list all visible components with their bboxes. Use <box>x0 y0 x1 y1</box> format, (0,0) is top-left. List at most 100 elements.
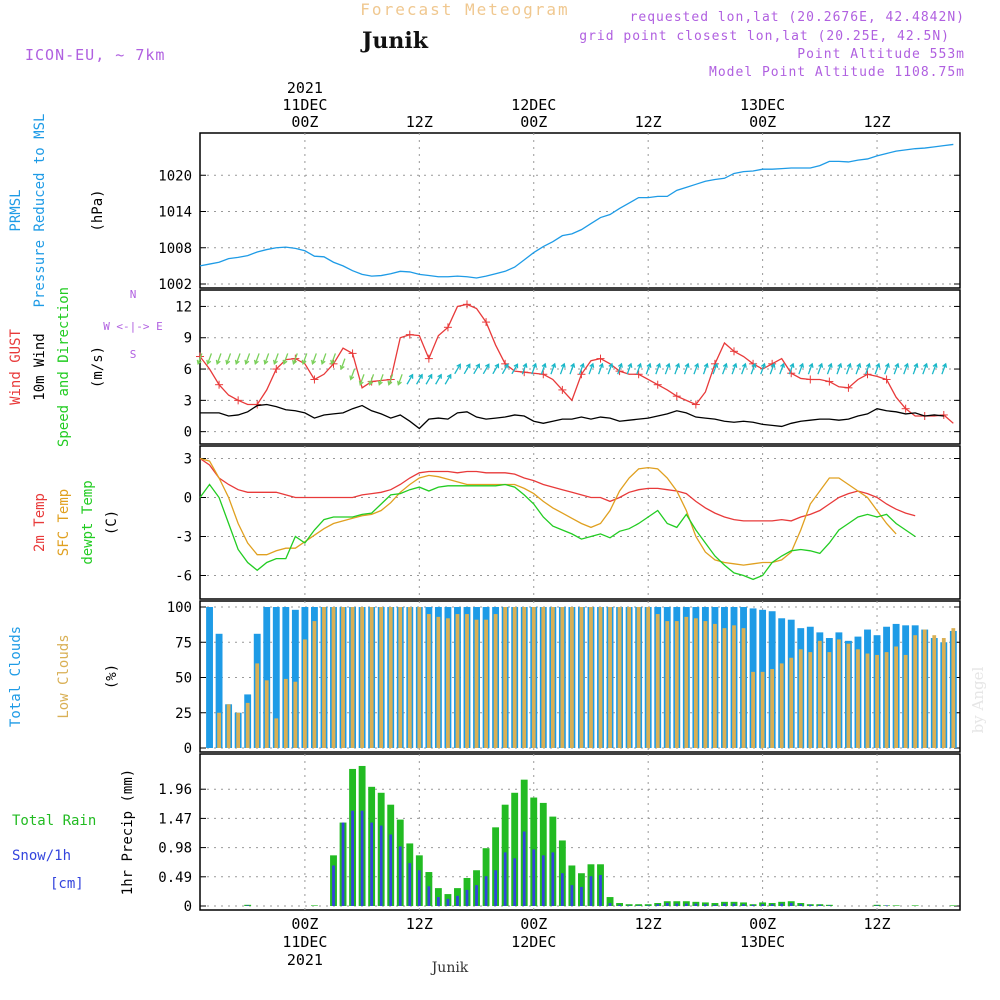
wind-arrow <box>798 362 805 375</box>
credit-watermark: by Angel <box>969 666 987 733</box>
gust-marker <box>405 330 414 339</box>
gust-marker <box>844 383 853 392</box>
clouds-bar-low-clouds <box>646 607 651 748</box>
wind-arrow <box>903 362 909 375</box>
clouds-bar-low-clouds <box>331 607 336 748</box>
wind-arrow <box>931 362 938 375</box>
precip-bar-snow-1h <box>713 904 717 906</box>
precip-bar-snow-1h <box>637 905 641 906</box>
wind-arrow <box>845 362 852 375</box>
clouds-bar-low-clouds <box>274 718 279 748</box>
clouds-panel: 0 25 50 75 100 Total Clouds Low Clouds (%) <box>8 600 961 757</box>
wind-arrow-shaft <box>865 363 870 375</box>
wind-arrow <box>788 362 795 375</box>
wind-arrow-head <box>923 362 929 368</box>
precip-bar-snow-1h <box>618 904 621 906</box>
clouds-ytick-label: 100 <box>167 600 192 616</box>
wind-arrow-head <box>675 362 681 368</box>
wind-arrow <box>521 362 528 375</box>
wind-arrow <box>607 362 614 375</box>
wind-arrow-shaft <box>350 368 356 380</box>
wind-arrow <box>396 374 403 386</box>
gust-marker <box>215 380 224 389</box>
wind-arrow-shaft <box>769 363 775 375</box>
wind-arrow-head <box>608 362 614 368</box>
precip-ytick-label: 1.47 <box>158 811 192 827</box>
precip-bar-snow-1h <box>694 903 698 906</box>
precip-bar-snow-1h <box>780 903 784 906</box>
time-label-top: 00Z <box>749 113 776 131</box>
pressure-series-prmsl <box>199 143 954 279</box>
clouds-bar-low-clouds <box>312 621 317 748</box>
precip-bar-snow-1h <box>437 897 440 906</box>
precip-bar-snow-1h <box>789 903 793 906</box>
wind-arrow <box>463 363 471 375</box>
wind-arrow-shaft <box>559 363 565 375</box>
wind-arrow <box>330 353 336 365</box>
wind-arrow <box>674 362 681 375</box>
wind-arrow <box>655 362 662 375</box>
clouds-bar-low-clouds <box>875 654 879 748</box>
wind-arrow <box>368 374 375 386</box>
wind-arrow-shaft <box>369 374 375 385</box>
precip-bar-total-rain <box>949 905 957 906</box>
wind-arrow-shaft <box>607 363 613 375</box>
wind-arrow-shaft <box>664 363 670 375</box>
wind-arrow-shaft <box>598 363 603 375</box>
precip-bar-snow-1h <box>589 876 593 906</box>
wind-ylabel: Wind GUST <box>8 329 24 405</box>
wind-arrow <box>636 362 642 375</box>
precip-bar-total-rain <box>644 904 652 906</box>
wind-arrow-shaft <box>473 363 480 375</box>
precip-bar-snow-1h <box>684 903 688 906</box>
precip-bar-snow-1h <box>446 898 450 906</box>
wind-arrow <box>406 373 414 385</box>
wind-arrow <box>826 362 833 375</box>
wind-arrow-shaft <box>636 363 642 375</box>
wind-arrow-head <box>456 363 461 369</box>
temperature-frame <box>199 445 961 600</box>
clouds-bar-low-clouds <box>293 681 298 748</box>
wind-arrow-shaft <box>463 363 471 375</box>
wind-arrow-head <box>856 362 862 368</box>
clouds-bar-low-clouds <box>808 652 813 748</box>
clouds-bar-low-clouds <box>693 618 698 748</box>
clouds-bar-low-clouds <box>741 628 746 748</box>
wind-arrow <box>807 362 814 375</box>
wind-arrow-head <box>494 363 500 369</box>
gust-marker <box>443 323 452 332</box>
precip-bar-total-rain <box>635 904 643 906</box>
wind-arrow <box>225 353 232 365</box>
gust-marker <box>710 359 719 368</box>
precip-bar-total-rain <box>625 904 633 906</box>
clouds-bar-low-clouds <box>913 635 918 748</box>
wind-arrow-shaft <box>569 363 575 375</box>
clouds-bar-low-clouds <box>722 628 727 748</box>
wind-arrow-shaft <box>254 353 260 364</box>
gust-marker <box>634 370 643 379</box>
time-label-bottom: 12Z <box>406 915 433 933</box>
wind-arrow-shaft <box>331 353 336 364</box>
wind-panel: 0 3 6 9 12 Wind GUST 10m Wind Speed and Directi… <box>8 287 961 447</box>
wind-arrow-head <box>560 362 566 368</box>
gust-marker <box>272 365 281 374</box>
wind-ytick-label: 3 <box>184 393 192 409</box>
wind-arrow-shaft <box>655 363 661 375</box>
wind-arrow-head <box>884 362 890 368</box>
clouds-bar-low-clouds <box>226 704 231 748</box>
wind-arrow-shaft <box>741 363 747 375</box>
gust-marker <box>482 318 491 327</box>
wind-arrow-shaft <box>340 358 346 370</box>
wind-arrow-shaft <box>197 353 203 364</box>
wind-arrow <box>941 362 948 375</box>
wind-arrow <box>511 363 519 375</box>
precip-bar-total-rain <box>911 905 919 906</box>
clouds-bar-low-clouds <box>322 607 326 748</box>
wind-arrow-shaft <box>931 363 937 375</box>
precip-bar-snow-1h <box>389 834 393 906</box>
time-label-bottom: 12DEC <box>511 933 556 951</box>
gust-marker <box>901 404 910 413</box>
precip-ytick-label: 0.49 <box>158 870 192 886</box>
wind-arrow-head <box>234 359 240 365</box>
gust-marker <box>672 392 681 401</box>
